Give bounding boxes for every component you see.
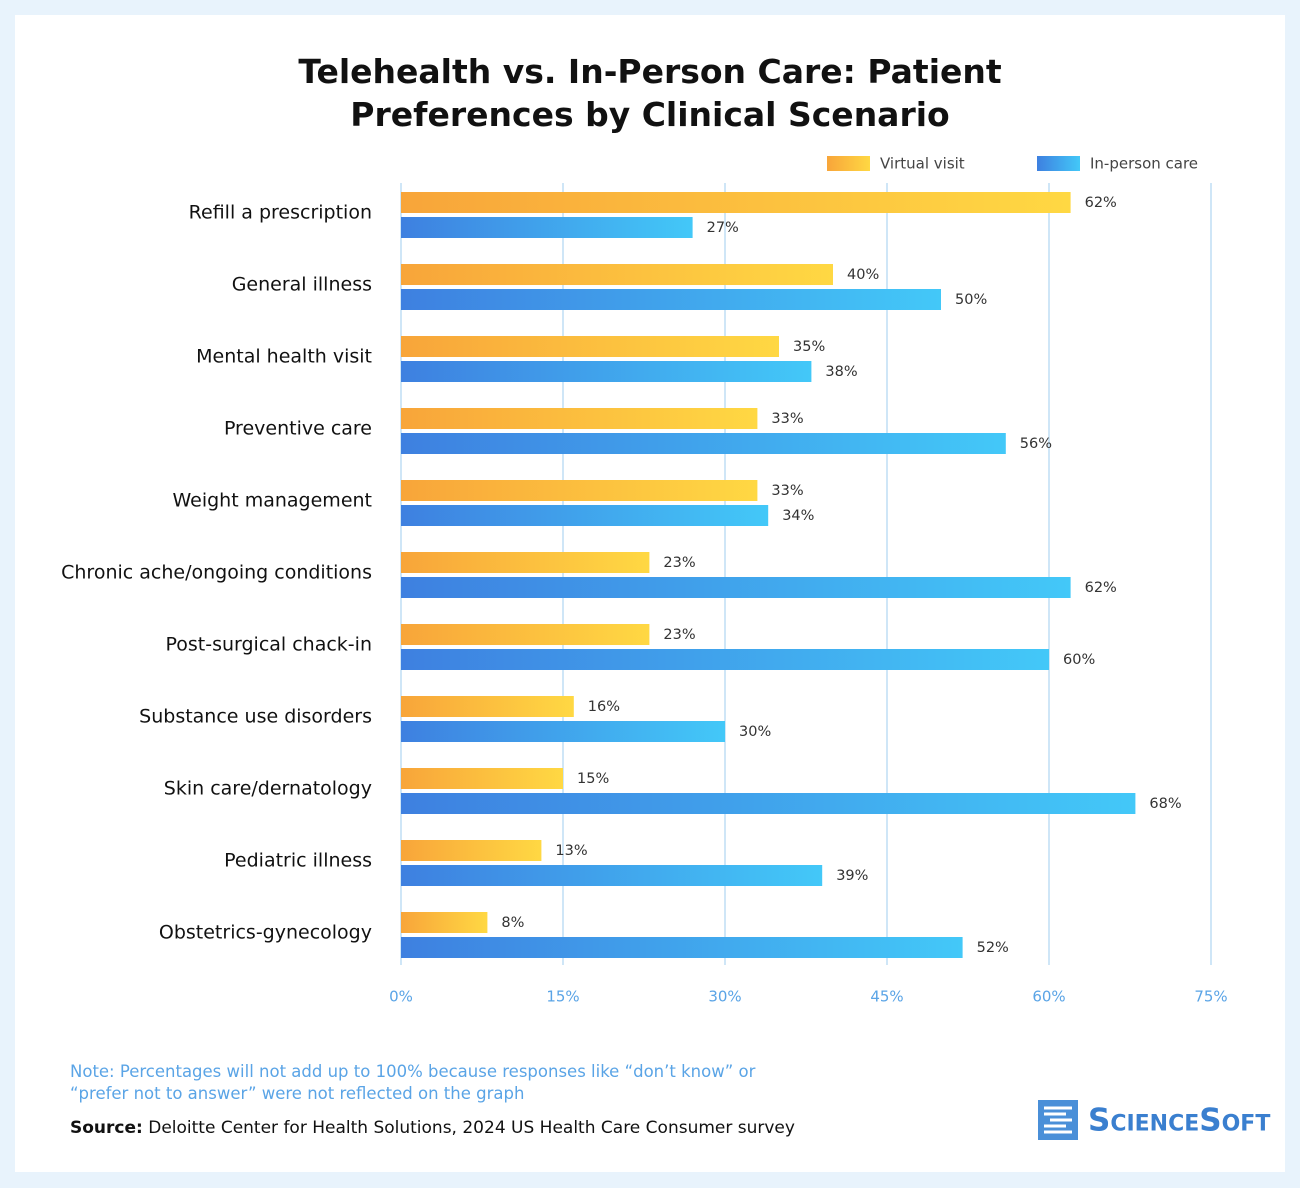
x-tick-label: 45% [870,988,903,1006]
bar [401,793,1136,814]
value-label: 13% [555,843,587,859]
value-label: 62% [1085,195,1117,211]
bar [401,624,650,645]
y-tick-label: Post-surgical chack-in [165,634,372,656]
y-tick-label: Mental health visit [196,346,372,368]
bar [401,264,833,285]
value-label: 50% [955,292,987,308]
value-label: 30% [739,724,771,740]
logo: ScienceSoft [1088,1103,1270,1139]
value-label: 16% [588,699,620,715]
value-label: 23% [663,627,695,643]
source: Source: Deloitte Center for Health Solut… [70,1118,795,1138]
note: Note: Percentages will not add up to 100… [70,1062,756,1103]
y-tick-label: Chronic ache/ongoing conditions [61,562,372,584]
bar [401,289,941,310]
source-text: Deloitte Center for Health Solutions, 20… [148,1118,795,1138]
y-tick-label: Skin care/dernatology [164,778,372,800]
bar [401,408,758,429]
value-label: 27% [707,220,739,236]
value-label: 34% [782,508,814,524]
value-label: 33% [771,483,803,499]
legend-label: In-person care [1090,155,1198,173]
bar [401,840,542,861]
value-label: 62% [1085,580,1117,596]
bar [401,505,769,526]
bar [401,336,779,357]
bar [401,552,650,573]
x-tick-label: 30% [708,988,741,1006]
logo-icon [1038,1100,1078,1140]
value-label: 68% [1149,796,1181,812]
legend-label: Virtual visit [880,155,965,173]
x-tick-label: 60% [1032,988,1065,1006]
value-label: 8% [501,915,524,931]
bar [401,480,758,501]
x-tick-label: 75% [1194,988,1227,1006]
bar [401,865,823,886]
legend-swatch [827,156,870,171]
value-label: 38% [825,364,857,380]
y-tick-label: Pediatric illness [224,850,372,872]
value-label: 23% [663,555,695,571]
y-tick-label: General illness [232,274,372,296]
bar [401,577,1071,598]
bar [401,649,1049,670]
y-tick-label: Refill a prescription [189,202,372,224]
x-tick-label: 0% [389,988,413,1006]
chart-title: Telehealth vs. In-Person Care: Patient P… [298,52,1002,134]
bar [401,361,812,382]
value-label: 52% [977,940,1009,956]
value-label: 33% [771,411,803,427]
value-label: 35% [793,339,825,355]
value-label: 60% [1063,652,1095,668]
bar [401,192,1071,213]
y-tick-label: Substance use disorders [139,706,372,728]
x-tick-label: 15% [546,988,579,1006]
bar [401,696,574,717]
bar [401,937,963,958]
value-label: 40% [847,267,879,283]
y-tick-label: Preventive care [224,418,372,440]
source-label: Source: [70,1118,143,1138]
y-tick-label: Weight management [172,490,372,512]
legend-swatch [1037,156,1080,171]
value-label: 39% [836,868,868,884]
bar [401,433,1006,454]
value-label: 15% [577,771,609,787]
value-label: 56% [1020,436,1052,452]
bar [401,912,488,933]
bar [401,721,725,742]
bar [401,217,693,238]
y-tick-label: Obstetrics-gynecology [159,922,372,944]
bar [401,768,563,789]
